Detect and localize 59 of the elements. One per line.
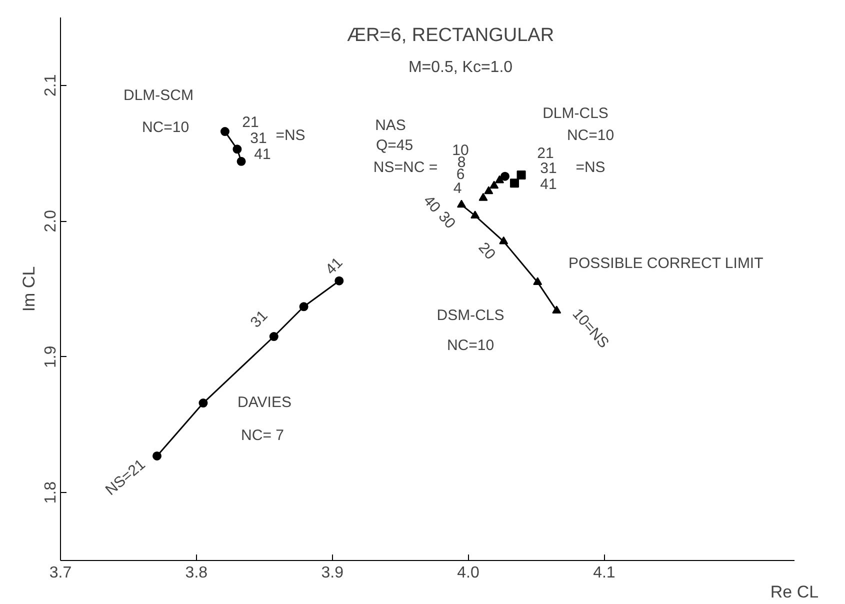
annotation: 31 (250, 130, 267, 147)
annotation: NC=10 (446, 337, 494, 354)
x-tick-label: 4.1 (593, 564, 616, 582)
point (236, 156, 246, 166)
y-tick-label: 2.1 (42, 74, 60, 96)
y-tick-label: 2.0 (42, 210, 60, 232)
annotation: 20 (474, 239, 499, 264)
annotation: 31 (540, 160, 557, 177)
annotation: 31 (247, 307, 272, 332)
annotation: NC=10 (142, 119, 190, 136)
annotation: NS=NC = (373, 159, 438, 176)
x-axis-title: Re CL (770, 582, 819, 602)
annotation: DAVIES (238, 394, 292, 411)
point (232, 144, 242, 154)
chart-title: ÆR=6, RECTANGULAR (346, 25, 554, 46)
point (510, 178, 519, 188)
x-tick-label: 4.0 (457, 564, 480, 582)
point (456, 200, 466, 208)
point (470, 210, 480, 219)
x-tick-label: 3.7 (49, 564, 72, 582)
point (152, 451, 162, 460)
point (490, 180, 499, 189)
annotation: =NS (576, 159, 606, 176)
annotation: 41 (540, 176, 557, 193)
point (552, 306, 562, 314)
point (533, 277, 542, 286)
annotation: 41 (322, 254, 346, 278)
point (269, 332, 278, 342)
point (299, 302, 308, 312)
point (478, 192, 488, 201)
annotation: 40 (420, 192, 444, 216)
point (484, 186, 494, 194)
point (198, 398, 208, 408)
annotation: DSM-CLS (436, 307, 504, 324)
point (499, 236, 508, 244)
y-tick-label: 1.8 (42, 481, 60, 504)
annotation: 21 (537, 145, 554, 162)
annotation: DLM-SCM (124, 87, 194, 104)
point (220, 127, 230, 136)
annotation: Q=45 (376, 137, 414, 154)
annotation: NC= 7 (241, 427, 284, 444)
annotation: 41 (254, 146, 271, 163)
y-axis-title: Im CL (20, 266, 38, 312)
annotation: 21 (242, 114, 259, 131)
annotation: DLM-CLS (542, 105, 608, 122)
annotation: NAS (375, 117, 406, 134)
y-tick-label: 1.9 (42, 346, 60, 368)
x-tick-label: 3.9 (321, 564, 344, 582)
text: M=0.5, Kc=1.0 (408, 59, 513, 76)
point (495, 175, 504, 184)
annotation: 6 (456, 166, 465, 183)
point (516, 170, 526, 180)
x-tick-label: 3.8 (185, 564, 208, 582)
point (334, 276, 344, 286)
annotation: POSSIBLE CORRECT LIMIT (568, 255, 764, 272)
annotation: NC=10 (566, 127, 614, 144)
annotation: 4 (453, 180, 462, 197)
point (500, 172, 510, 181)
annotation: =NS (276, 127, 306, 144)
